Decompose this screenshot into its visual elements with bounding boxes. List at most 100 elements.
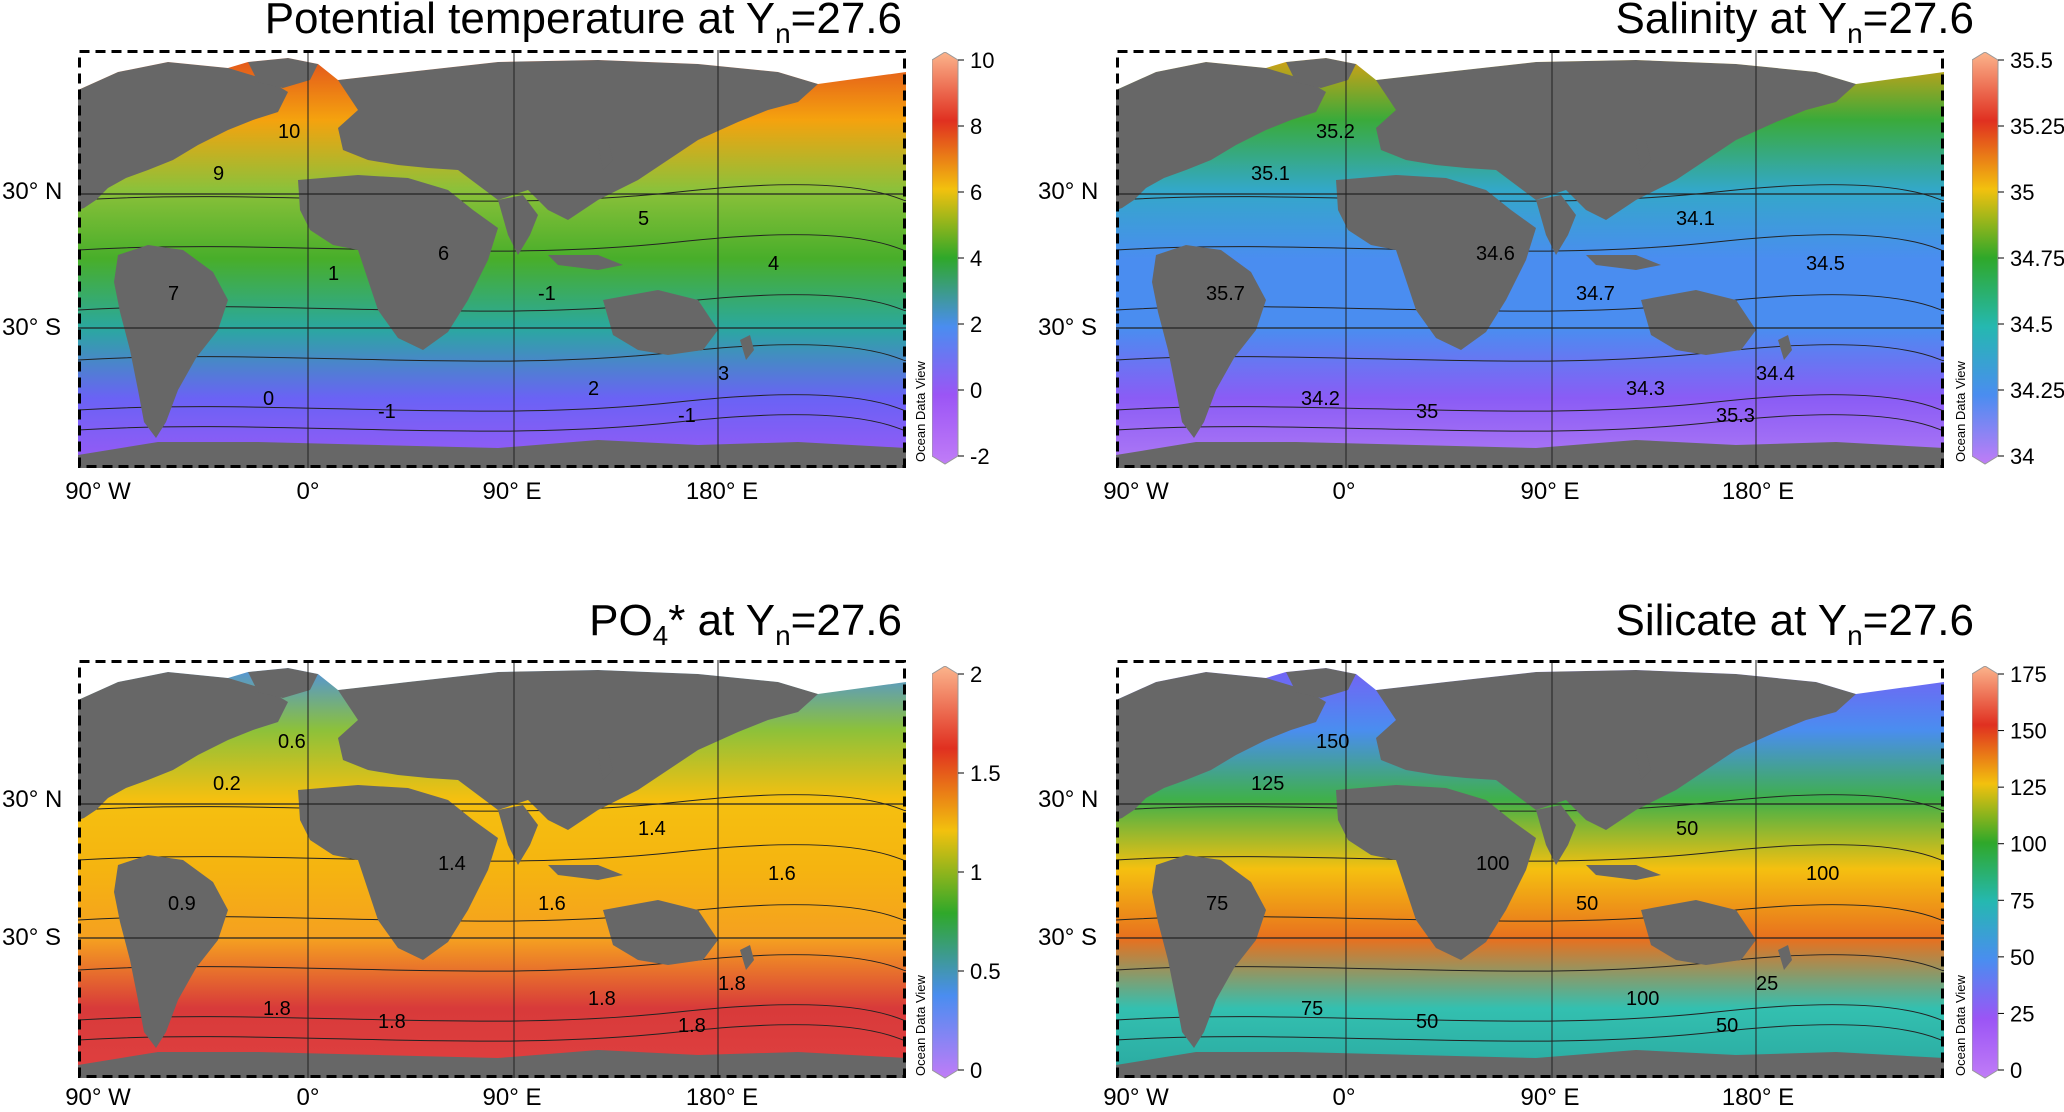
no-data-region <box>78 660 906 700</box>
contour-line <box>1116 1004 1944 1022</box>
colorbar-tick-label: 34 <box>2010 444 2034 469</box>
colorbar-tick-label: 34.25 <box>2010 378 2064 403</box>
colorbar-ramp <box>931 51 959 465</box>
contour-line <box>78 294 906 312</box>
contour-line <box>78 414 906 432</box>
panel-title: Silicate at Yn=27.6 <box>1615 596 1974 651</box>
lon-label-90w: 90° W <box>65 478 131 505</box>
contour-label: 1.6 <box>768 863 796 885</box>
colorbar-tick-label: 34.75 <box>2010 246 2064 271</box>
land-japan <box>1636 140 1651 170</box>
panel-salinity: Salinity at Yn=27.6 35.2 35.1 34.6 34.5 34.4… <box>1038 0 2064 554</box>
land-japan <box>1636 750 1651 780</box>
watermark: Ocean Data View <box>1953 361 1968 462</box>
contour-label: 1.8 <box>378 1011 406 1033</box>
land-japan <box>598 140 613 170</box>
contour-label: 34.5 <box>1806 253 1845 275</box>
panel-po4-star: PO4* at Yn=27.6 0.6 0.2 1.4 1.6 1.8 1.8 1.8 1.8… <box>0 554 1032 1111</box>
contour-label: -1 <box>538 283 556 305</box>
land-africa <box>298 175 498 350</box>
lat-label-30s: 30° S <box>1038 924 1097 951</box>
contour-label: 34.1 <box>1676 208 1715 230</box>
land-greenland <box>248 668 318 698</box>
contour-label: 1.4 <box>438 853 466 875</box>
colorbar: 2 1.5 1 0.5 0 <box>931 662 1052 1103</box>
land-antarctica <box>1116 440 1944 468</box>
colorbar-tick-label: 0 <box>970 1058 982 1083</box>
contour-label: 35.3 <box>1716 405 1755 427</box>
land-north-america <box>1116 62 1326 210</box>
colorbar: 10 8 6 4 2 0 -2 <box>931 48 1052 489</box>
contour-label: 50 <box>1676 818 1698 840</box>
no-data-region <box>1116 50 1944 90</box>
map-frame <box>78 50 906 468</box>
colorbar: 35.5 35.25 35 34.75 34.5 34.25 34 <box>1971 48 2064 489</box>
contour-label: 1.6 <box>538 893 566 915</box>
contour-label: -1 <box>678 405 696 427</box>
land-north-america <box>1116 672 1326 820</box>
colorbar-svg: 2 1.5 1 0.5 0 <box>931 662 1001 1083</box>
no-data-region <box>78 50 906 90</box>
map: 10 9 6 4 3 2 0 -1 -1 -1 5 7 1 <box>78 50 906 468</box>
land-africa <box>1336 175 1536 350</box>
map: 0.6 0.2 1.4 1.6 1.8 1.8 1.8 1.8 1.8 1.6 1.4 0.9 <box>78 660 906 1078</box>
contour-label: 35.1 <box>1251 163 1290 185</box>
land-australia <box>603 900 718 965</box>
contour-label: 4 <box>768 253 779 275</box>
lon-label-90e: 90° E <box>1520 478 1580 505</box>
land-new-zealand <box>740 945 754 970</box>
contour-line <box>1116 904 1944 922</box>
land-south-america <box>114 245 228 438</box>
land-africa <box>298 785 498 960</box>
contour-label: 150 <box>1316 731 1349 753</box>
contour-label: 1.8 <box>588 988 616 1010</box>
lon-label-0: 0° <box>1332 1084 1356 1111</box>
colorbar-svg: 175 150 125 100 75 50 25 0 <box>1971 662 2047 1083</box>
contour-label: 34.2 <box>1301 388 1340 410</box>
colorbar-tick-label: 2 <box>970 666 982 687</box>
land-new-zealand <box>1778 335 1792 360</box>
land-australia <box>1641 290 1756 355</box>
land-north-america <box>78 672 288 820</box>
land-greenland <box>1286 58 1356 88</box>
contour-label: 34.4 <box>1756 363 1795 385</box>
contour-label: 1.8 <box>718 973 746 995</box>
contour-label: 10 <box>278 121 300 143</box>
land-north-america <box>78 62 288 210</box>
map-frame <box>78 660 906 1078</box>
contour-line <box>1116 1024 1944 1042</box>
colorbar-tick-label: 2 <box>970 312 982 337</box>
colorbar-svg: 35.5 35.25 35 34.75 34.5 34.25 34 <box>1971 48 2064 469</box>
contour-line <box>78 1004 906 1022</box>
map-frame <box>1116 660 1944 1078</box>
contour-line <box>78 1024 906 1042</box>
contour-label: 125 <box>1251 773 1284 795</box>
contour-line <box>1116 234 1944 252</box>
land-india <box>498 195 538 255</box>
lon-label-90e: 90° E <box>482 1084 542 1111</box>
colorbar-tick-label: 6 <box>970 180 982 205</box>
watermark: Ocean Data View <box>1953 975 1968 1076</box>
panel-potential-temperature: Potential temperature at Yn=27.6 10 9 6 4 3 2… <box>0 0 1032 554</box>
contour-label: 34.7 <box>1576 283 1615 305</box>
colorbar-tick-label: 35 <box>2010 180 2034 205</box>
land-antarctica <box>1116 1050 1944 1078</box>
contour-label: 35.2 <box>1316 121 1355 143</box>
lon-label-0: 0° <box>296 1084 320 1111</box>
land-indonesia <box>548 255 623 270</box>
contour-label: 1.4 <box>638 818 666 840</box>
lon-label-180e: 180° E <box>685 1084 759 1111</box>
contour-label: 35.7 <box>1206 283 1245 305</box>
contour-label: 3 <box>718 363 729 385</box>
colorbar-tick-label: 0 <box>970 378 982 403</box>
contour-label: 0.6 <box>278 731 306 753</box>
land-australia <box>603 290 718 355</box>
land-antarctica <box>78 440 906 468</box>
land-indonesia <box>1586 255 1661 270</box>
lon-label-180e: 180° E <box>685 478 759 505</box>
contour-line <box>78 344 906 362</box>
land-indonesia <box>1586 865 1661 880</box>
contour-label: 50 <box>1716 1015 1738 1037</box>
lat-label-30s: 30° S <box>2 314 61 341</box>
land-india <box>1536 195 1576 255</box>
